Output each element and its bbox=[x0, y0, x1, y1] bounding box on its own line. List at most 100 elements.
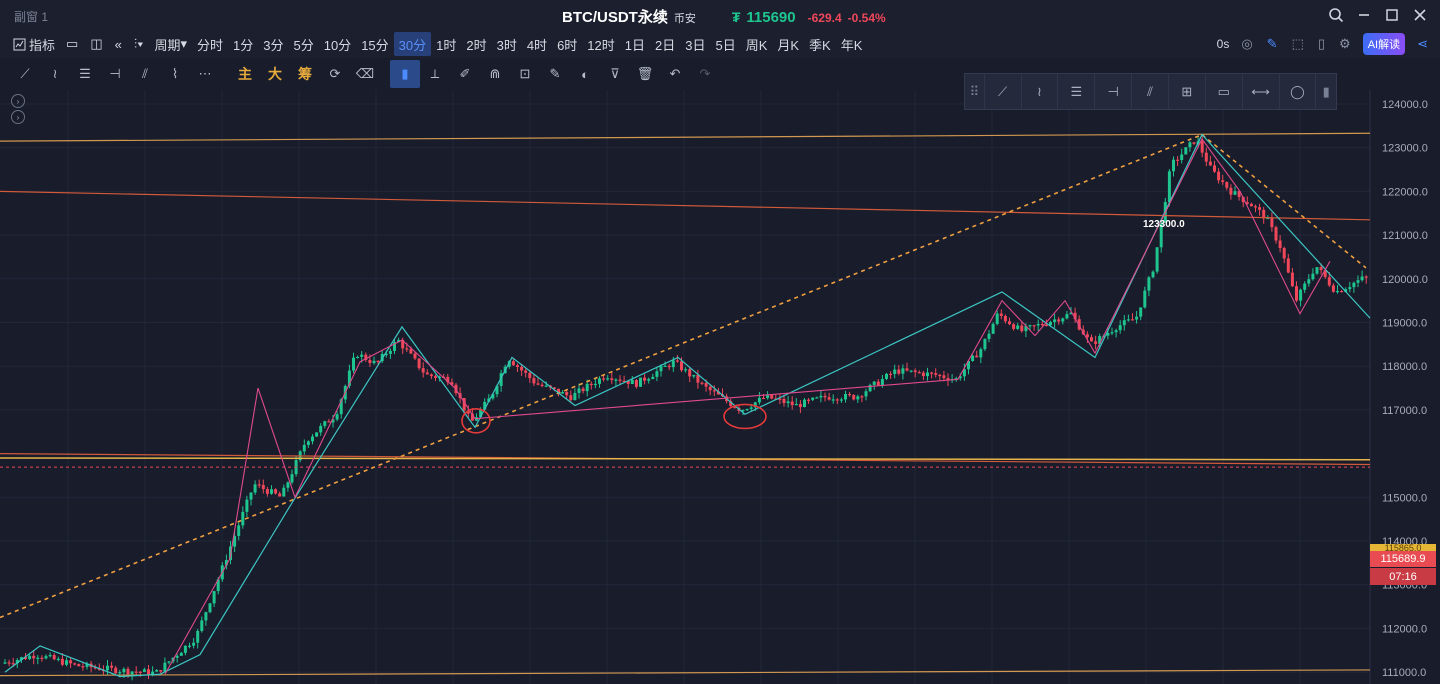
candle-body bbox=[495, 386, 499, 395]
candle-body bbox=[212, 591, 216, 604]
parallel-channel-icon[interactable]: ⫽ bbox=[142, 66, 148, 81]
candle-body bbox=[872, 381, 876, 385]
candle-body bbox=[1208, 161, 1212, 166]
timeframe-18[interactable]: 月K bbox=[777, 37, 800, 53]
magnet-icon[interactable]: ⋒ bbox=[489, 66, 501, 81]
share-icon[interactable]: ⋖ bbox=[1417, 36, 1428, 51]
timeframe-14[interactable]: 2日 bbox=[655, 37, 676, 53]
split-icon[interactable]: ▯ bbox=[1317, 36, 1326, 51]
timeframe-16[interactable]: 5日 bbox=[715, 37, 736, 53]
period-dropdown[interactable]: 周期 ▾ bbox=[154, 36, 187, 53]
more-icon[interactable]: ⋯ bbox=[198, 66, 212, 81]
timeframe-19[interactable]: 季K bbox=[809, 37, 831, 53]
horizontal-lines-icon[interactable]: ☰ bbox=[1058, 74, 1096, 109]
candle-body bbox=[126, 668, 130, 675]
expand-icon[interactable]: › bbox=[11, 94, 25, 108]
maximize-icon[interactable] bbox=[1382, 4, 1402, 26]
redo-icon[interactable]: ↷ bbox=[699, 66, 711, 81]
timeframe-9[interactable]: 3时 bbox=[496, 37, 517, 53]
visibility-icon[interactable]: ◐ bbox=[581, 66, 589, 82]
brush-icon[interactable]: ⌇ bbox=[171, 66, 179, 81]
expand-icon[interactable]: › bbox=[11, 110, 25, 124]
window-controls bbox=[1326, 4, 1430, 26]
horizontal-ray-icon[interactable]: ⊣ bbox=[1095, 74, 1133, 109]
wave-icon[interactable]: ≀ bbox=[52, 66, 58, 81]
timeframe-20[interactable]: 年K bbox=[840, 37, 863, 53]
drag-handle-icon[interactable]: ⠿ bbox=[965, 74, 985, 109]
range-icon[interactable]: ⟷ bbox=[1243, 74, 1280, 109]
candle-body bbox=[552, 387, 556, 389]
candle-body bbox=[516, 365, 519, 367]
ellipse-icon[interactable]: ◯ bbox=[1280, 74, 1317, 109]
eraser-icon[interactable]: ⌫ bbox=[355, 66, 375, 81]
calendar-icon[interactable]: ▭ bbox=[66, 36, 79, 51]
horizontal-lines-icon[interactable]: ☰ bbox=[79, 66, 91, 81]
note-icon[interactable]: ✎ bbox=[549, 66, 561, 81]
candle-body bbox=[413, 353, 417, 359]
lock-icon[interactable]: ⊡ bbox=[519, 66, 531, 81]
candle-body bbox=[1114, 330, 1118, 333]
highlighter-icon[interactable]: ✐ bbox=[459, 66, 471, 81]
timeframe-1[interactable]: 1分 bbox=[233, 37, 254, 53]
candle-body bbox=[655, 371, 659, 377]
filter-icon[interactable]: ⊽ bbox=[610, 66, 620, 81]
main-force-button[interactable]: 主 bbox=[238, 66, 252, 82]
price-change: -629.4 bbox=[807, 11, 842, 25]
undo-icon[interactable]: ↶ bbox=[669, 66, 681, 81]
timeframe-13[interactable]: 1日 bbox=[624, 37, 645, 53]
timeframe-17[interactable]: 周K bbox=[745, 37, 768, 53]
candlestick-chart[interactable]: 124000.0 123000.0 122000.0 121000.0 120000.0… bbox=[0, 90, 1440, 684]
timeframe-6[interactable]: 30分 bbox=[393, 32, 432, 56]
pen-icon[interactable]: ✎ bbox=[1266, 36, 1278, 51]
candle-body bbox=[684, 369, 688, 371]
big-order-button[interactable]: 大 bbox=[268, 66, 282, 82]
collapse-icon[interactable]: ▮ bbox=[1322, 83, 1330, 99]
camera-icon[interactable]: ◎ bbox=[1241, 36, 1253, 51]
minimize-icon[interactable] bbox=[1354, 4, 1374, 26]
price-tick-label: 118000.0 bbox=[1382, 361, 1427, 373]
close-icon[interactable] bbox=[1410, 4, 1430, 26]
timeframe-8[interactable]: 2时 bbox=[466, 37, 487, 53]
timeframe-0[interactable]: 分时 bbox=[197, 37, 224, 53]
crosshair-box-icon[interactable]: ⊞ bbox=[1169, 74, 1206, 109]
rectangle-icon[interactable]: ▭ bbox=[1206, 74, 1243, 109]
timeframe-7[interactable]: 1时 bbox=[436, 37, 457, 53]
ruler-icon[interactable]: ⟂ bbox=[430, 66, 440, 81]
candle-body bbox=[56, 658, 60, 661]
candle-body bbox=[134, 671, 138, 673]
timeframe-11[interactable]: 6时 bbox=[557, 37, 578, 53]
candle-body bbox=[876, 381, 880, 386]
trend-line-icon[interactable]: ⟋ bbox=[20, 66, 30, 81]
parallel-channel-icon[interactable]: ⫽ bbox=[1132, 74, 1169, 109]
chart-type-icon[interactable]: ⫶▾ bbox=[133, 36, 144, 51]
bookmark-icon[interactable]: ▮ bbox=[390, 60, 420, 88]
timeframe-12[interactable]: 12时 bbox=[587, 37, 615, 53]
search-icon[interactable] bbox=[1326, 4, 1346, 26]
horizontal-ray-icon[interactable]: ⊣ bbox=[109, 66, 121, 81]
trash-icon[interactable]: 🗑 bbox=[636, 66, 654, 81]
candle-body bbox=[729, 401, 733, 406]
timeframe-5[interactable]: 15分 bbox=[361, 37, 389, 53]
timeframe-3[interactable]: 5分 bbox=[293, 37, 314, 53]
toolbar-right: 0s ◎ ✎ ⬚ ▯ ⚙ AI解读 ⋖ bbox=[1217, 32, 1430, 56]
candle-body bbox=[971, 355, 975, 361]
chip-button[interactable]: 筹 bbox=[298, 66, 312, 82]
currency-symbol: ₮ bbox=[731, 9, 741, 25]
timeframe-4[interactable]: 10分 bbox=[323, 37, 352, 53]
share-window-icon[interactable]: ⬚ bbox=[1291, 36, 1304, 51]
timeframe-15[interactable]: 3日 bbox=[685, 37, 706, 53]
layout-icon[interactable]: ◫ bbox=[90, 36, 103, 51]
pair-name[interactable]: BTC/USDT永续 bbox=[562, 9, 668, 26]
trend-line-icon[interactable]: ⟋ bbox=[985, 74, 1022, 109]
candle-body bbox=[659, 366, 663, 372]
settings-icon[interactable]: ⚙ bbox=[1339, 36, 1351, 51]
rewind-icon[interactable]: « bbox=[114, 36, 122, 52]
ai-analysis-button[interactable]: AI解读 bbox=[1362, 33, 1406, 55]
candle-body bbox=[200, 620, 204, 632]
indicator-button[interactable]: 指标 bbox=[8, 32, 60, 56]
chart-canvas[interactable]: 124000.0 123000.0 122000.0 121000.0 120000.0… bbox=[0, 90, 1440, 684]
timeframe-10[interactable]: 4时 bbox=[526, 37, 548, 53]
wave-icon[interactable]: ≀ bbox=[1022, 74, 1059, 109]
refresh-icon[interactable]: ⟳ bbox=[329, 66, 341, 81]
timeframe-2[interactable]: 3分 bbox=[263, 37, 284, 53]
